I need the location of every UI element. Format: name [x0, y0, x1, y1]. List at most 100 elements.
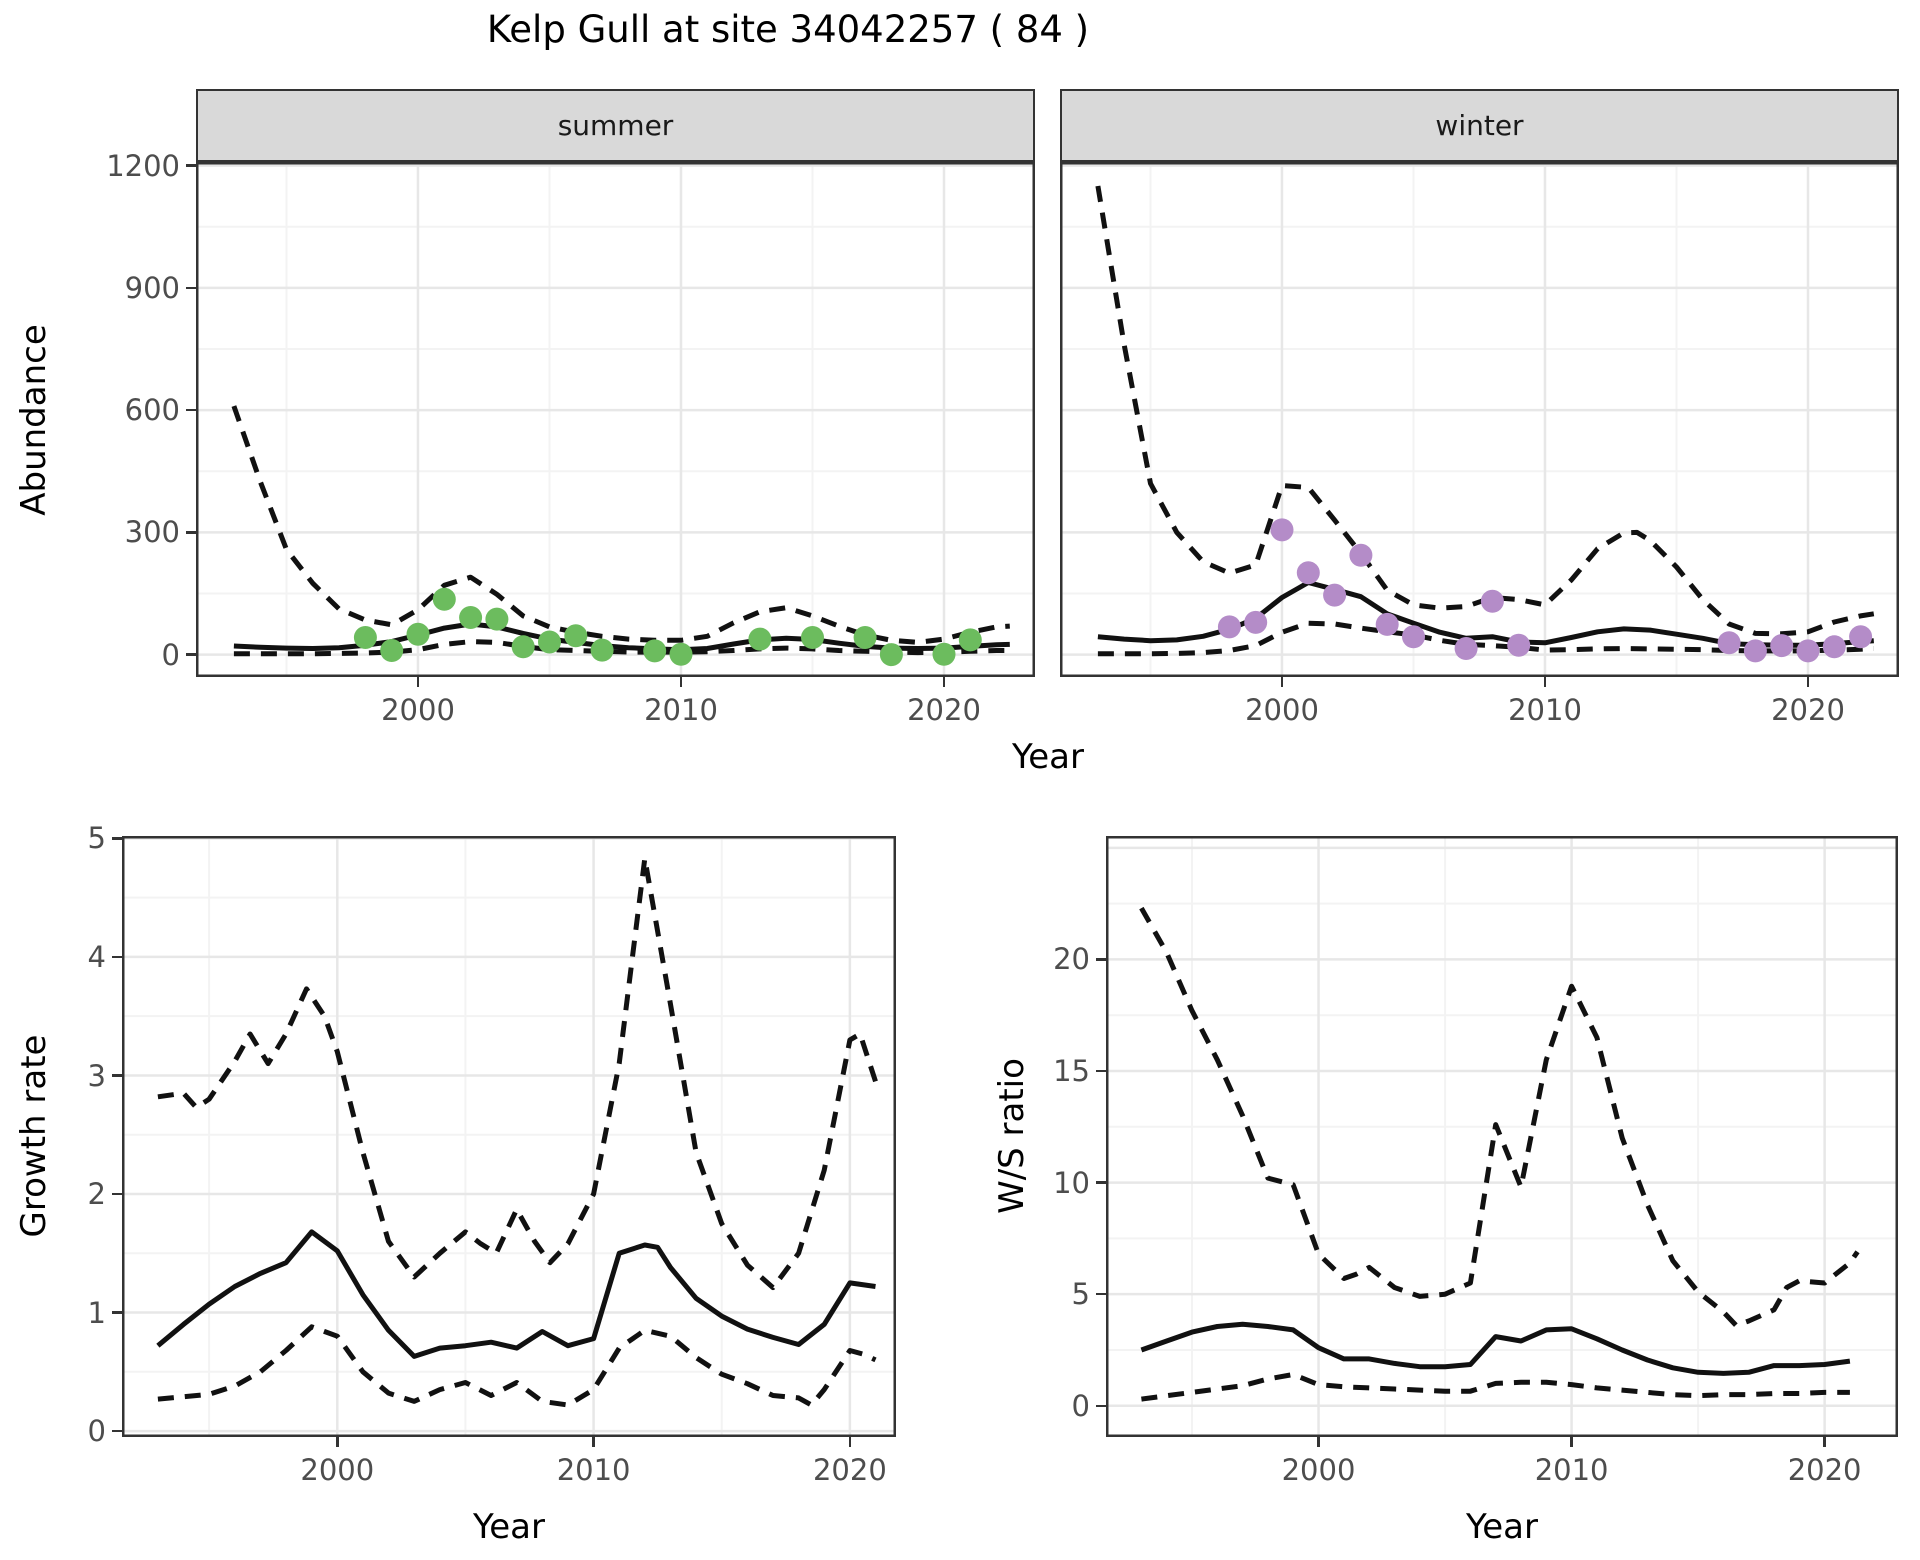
y-tick-mark — [112, 1429, 122, 1433]
upper-ci-line — [1139, 906, 1860, 1328]
x-tick-mark — [1823, 1437, 1826, 1447]
y-tick-label: 0 — [1071, 1388, 1090, 1423]
x-tick-label: 2010 — [1508, 693, 1582, 727]
y-tick-mark — [186, 531, 196, 534]
observation-point — [1270, 518, 1294, 542]
observation-point — [643, 639, 667, 663]
observation-point — [1375, 612, 1399, 636]
y-tick-label: 3 — [87, 1058, 106, 1093]
x-tick-label: 2000 — [1281, 1453, 1356, 1487]
median-line — [156, 1229, 876, 1359]
panel-border — [122, 836, 896, 1437]
y-tick-mark — [112, 1192, 122, 1196]
y-tick-mark — [1096, 1069, 1106, 1073]
y-tick-mark — [1096, 1404, 1106, 1407]
upper-ci-line — [157, 856, 878, 1291]
observation-point — [459, 606, 483, 629]
upper-ci-line — [231, 405, 1010, 645]
x-tick-mark — [942, 677, 946, 687]
facet-strip-summer-label: summer — [557, 109, 674, 142]
y-tick-mark — [112, 1074, 122, 1077]
observation-point — [669, 642, 693, 666]
observation-point — [590, 638, 614, 662]
observation-point — [380, 639, 404, 662]
x-tick-label: 2020 — [1787, 1453, 1862, 1487]
x-tick-label: 2010 — [1534, 1453, 1609, 1487]
observation-point — [485, 607, 509, 631]
y-tick-label: 5 — [87, 821, 106, 856]
panel-border — [196, 162, 1035, 677]
observation-point — [1217, 615, 1241, 639]
lower-ci-line — [157, 1324, 877, 1408]
panel-border — [1106, 836, 1898, 1437]
y-tick-label: 5 — [1071, 1277, 1090, 1312]
lower-ci-line — [1141, 1372, 1850, 1402]
ws-ratio-panel — [1106, 836, 1898, 1437]
observation-point — [1402, 625, 1425, 649]
observation-point — [353, 626, 377, 649]
x-tick-mark — [336, 1437, 339, 1447]
y-tick-label: 1 — [87, 1295, 106, 1330]
observation-point — [511, 635, 535, 659]
observation-point — [879, 643, 903, 667]
observation-point — [1480, 589, 1504, 613]
observation-point — [432, 587, 456, 611]
x-tick-mark — [679, 677, 683, 687]
x-tick-mark — [1543, 677, 1547, 687]
observation-point — [1743, 639, 1767, 663]
x-tick-label: 2020 — [1771, 693, 1845, 727]
y-tick-mark — [112, 955, 122, 959]
x-tick-mark — [1570, 1437, 1573, 1447]
facet-strip-summer: summer — [196, 89, 1035, 162]
x-tick-mark — [1317, 1437, 1320, 1447]
y-tick-mark — [186, 286, 196, 290]
observation-point — [748, 627, 772, 651]
x-tick-label: 2000 — [1245, 693, 1319, 727]
y-tick-label: 900 — [124, 270, 180, 305]
y-tick-mark — [186, 164, 196, 167]
observation-point — [1796, 639, 1820, 663]
y-tick-label: 300 — [124, 515, 180, 550]
observation-point — [1717, 631, 1741, 655]
y-tick-mark — [112, 837, 122, 840]
x-tick-mark — [1280, 677, 1284, 687]
y-tick-mark — [112, 1311, 122, 1314]
y-tick-label: 2 — [87, 1177, 106, 1211]
observation-point — [1849, 625, 1873, 649]
observation-point — [1296, 561, 1320, 585]
abundance-winter-panel — [1060, 162, 1899, 677]
x-tick-mark — [848, 1437, 852, 1447]
x-tick-mark — [1806, 677, 1810, 687]
observation-point — [932, 642, 956, 666]
x-axis-title-year-top: Year — [1012, 737, 1084, 777]
median-line — [1140, 1321, 1851, 1376]
y-tick-mark — [1096, 1292, 1106, 1296]
x-tick-label: 2010 — [556, 1453, 631, 1487]
x-tick-mark — [416, 677, 420, 687]
figure-title: Kelp Gull at site 34042257 ( 84 ) — [486, 8, 1090, 51]
y-tick-mark — [1096, 958, 1106, 961]
upper-ci-line — [1095, 185, 1875, 637]
y-tick-label: 0 — [161, 637, 180, 672]
x-tick-label: 2000 — [381, 693, 455, 727]
observation-point — [1507, 633, 1531, 657]
x-tick-label: 2000 — [300, 1453, 375, 1487]
observation-point — [853, 626, 877, 649]
observation-point — [406, 622, 430, 646]
growth-rate-panel — [122, 836, 896, 1437]
observation-point — [1454, 637, 1478, 660]
y-tick-label: 10 — [1053, 1165, 1090, 1200]
y-tick-label: 4 — [87, 939, 106, 974]
y-tick-mark — [186, 408, 196, 412]
x-tick-mark — [592, 1437, 595, 1447]
x-tick-label: 2010 — [644, 693, 718, 727]
x-tick-label: 2020 — [812, 1453, 887, 1487]
x-axis-title-year-bottom-left: Year — [473, 1507, 545, 1547]
x-axis-title-year-bottom-right: Year — [1466, 1507, 1538, 1547]
facet-strip-winter: winter — [1060, 89, 1899, 162]
y-tick-label: 0 — [87, 1414, 106, 1449]
observation-point — [801, 626, 824, 649]
y-tick-label: 600 — [124, 393, 180, 428]
x-tick-label: 2020 — [907, 693, 981, 727]
